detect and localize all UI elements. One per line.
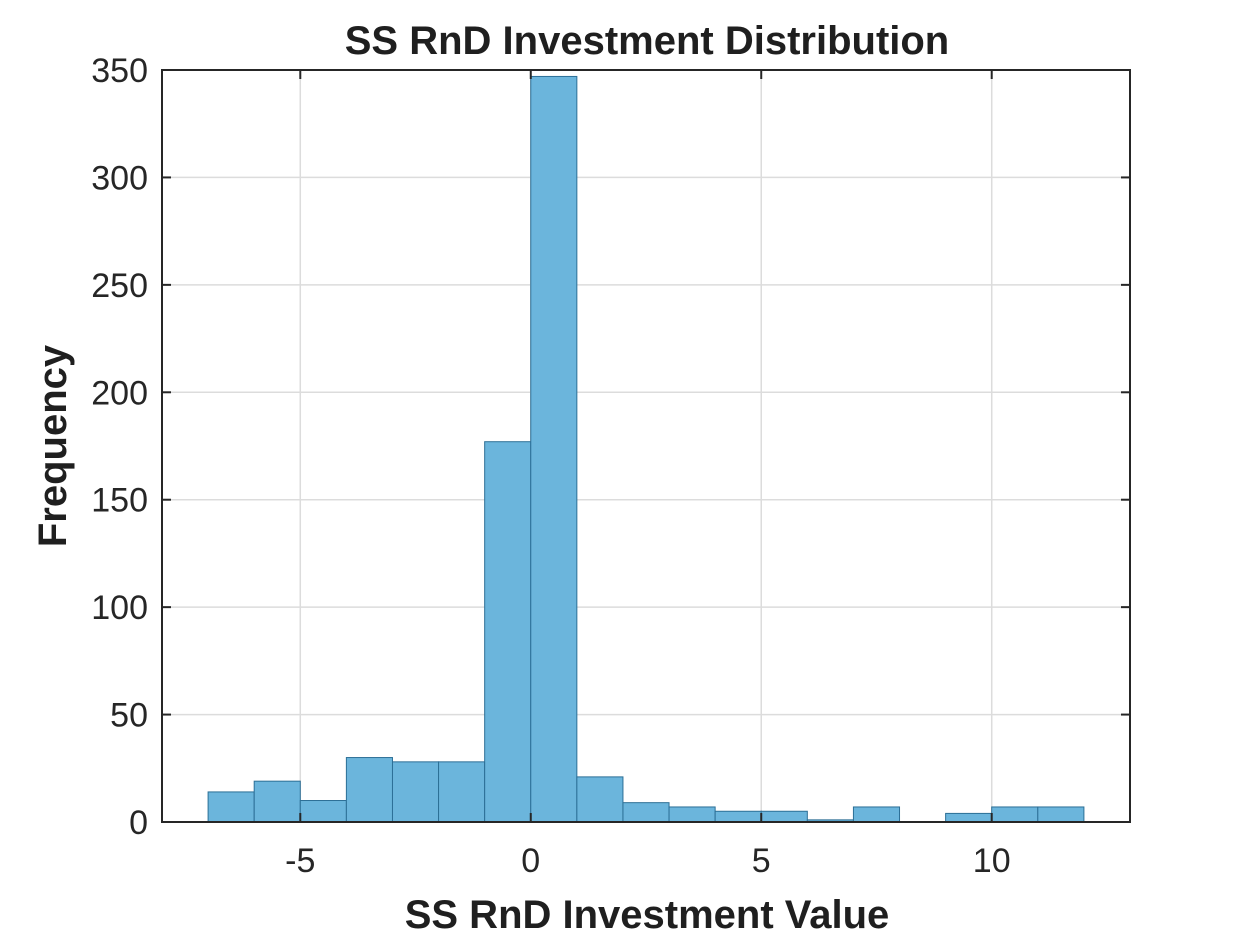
y-axis-label: Frequency [31, 344, 75, 547]
y-tick-label: 250 [91, 267, 148, 305]
histogram-bar [852, 806, 901, 823]
histogram-bar [668, 806, 716, 823]
histogram-bar [714, 810, 762, 823]
histogram-bar [391, 761, 440, 823]
histogram-bar [576, 776, 624, 823]
chart-title: SS RnD Investment Distribution [345, 19, 950, 63]
histogram-bar [484, 441, 532, 823]
histogram-bar [438, 761, 486, 823]
y-tick-label: 300 [91, 159, 148, 197]
histogram-bar [622, 802, 670, 823]
histogram-bars [207, 75, 1085, 823]
x-tick-label: 0 [521, 842, 540, 880]
histogram-bar [991, 806, 1039, 823]
x-tick-label: 10 [973, 842, 1011, 880]
y-tick-label: 0 [129, 804, 148, 842]
histogram-bar [345, 757, 393, 823]
y-tick-label: 200 [91, 374, 148, 412]
x-tick-label: 5 [752, 842, 771, 880]
y-tick-label: 100 [91, 589, 148, 627]
axes-box [161, 69, 1131, 823]
y-tick-label: 350 [91, 52, 148, 90]
y-tick-label: 150 [91, 482, 148, 520]
grid-lines [162, 70, 1130, 822]
histogram-bar [760, 810, 808, 823]
histogram-bar [945, 812, 993, 823]
histogram-bar [1037, 806, 1085, 823]
x-axis-label: SS RnD Investment Value [405, 893, 890, 937]
x-tick-label: -5 [285, 842, 315, 880]
histogram-bar [530, 75, 578, 823]
histogram-bar [253, 780, 301, 823]
histogram-bar [207, 791, 255, 823]
y-tick-label: 50 [110, 697, 148, 735]
histogram-bar [299, 800, 347, 823]
